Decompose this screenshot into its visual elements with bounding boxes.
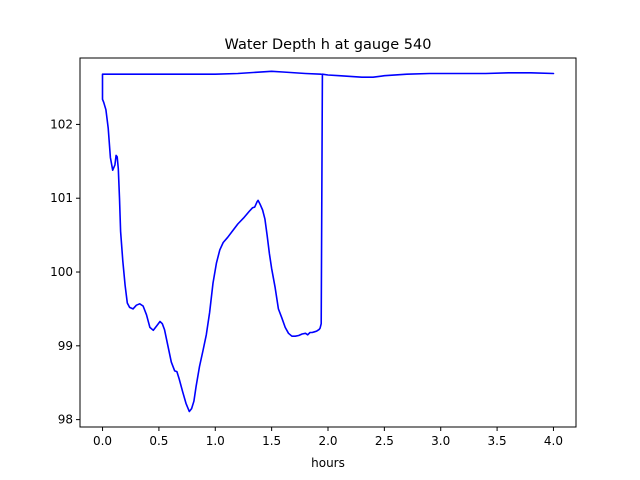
- plot-area-frame: [79, 57, 577, 428]
- x-axis: 0.0 0.5 1.0 1.5 2.0 2.5 3.0 3.5 4.0: [93, 427, 563, 448]
- y-tick-label: 98: [58, 413, 73, 427]
- series-layer: [101, 70, 555, 413]
- x-tick-label: 2.0: [318, 434, 337, 448]
- series-line-0: [101, 70, 555, 413]
- y-tick-label: 100: [50, 265, 73, 279]
- y-tick-label: 102: [50, 117, 73, 131]
- chart-title: Water Depth h at gauge 540: [225, 37, 432, 53]
- x-tick-label: 3.5: [488, 434, 507, 448]
- x-tick-label: 3.0: [431, 434, 450, 448]
- x-axis-title: hours: [311, 456, 345, 470]
- x-tick-label: 1.0: [206, 434, 225, 448]
- x-tick-label: 4.0: [544, 434, 563, 448]
- x-tick-label: 0.0: [93, 434, 112, 448]
- x-tick-label: 1.5: [262, 434, 281, 448]
- x-tick-label: 2.5: [375, 434, 394, 448]
- y-tick-label: 101: [50, 191, 73, 205]
- x-tick-label: 0.5: [149, 434, 168, 448]
- y-axis: 98 99 100 101 102: [50, 117, 80, 427]
- y-tick-label: 99: [58, 339, 73, 353]
